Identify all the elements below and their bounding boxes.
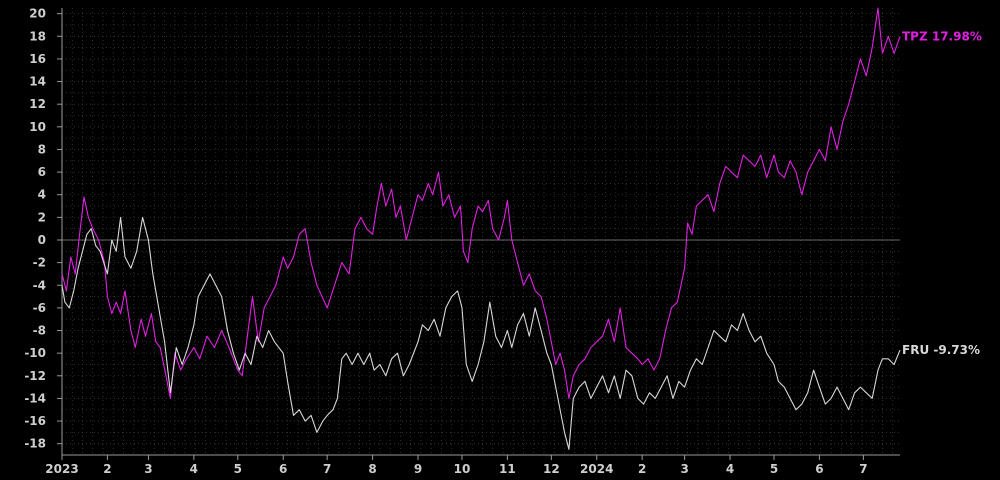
x-tick-label: 5	[234, 462, 242, 476]
x-tick-label: 2024	[580, 462, 613, 476]
series-layer	[61, 7, 901, 450]
x-tick-label: 3	[144, 462, 152, 476]
y-tick-label: 18	[29, 29, 46, 43]
x-tick-label: 2	[103, 462, 111, 476]
end-labels: TPZ 17.98% FRU -9.73%	[902, 30, 982, 358]
x-axis: 2023 2 3 4 5 6 7 8 9 10 11 12 2024 2 3 4 5 6 7	[45, 454, 900, 476]
y-tick-label: 6	[38, 165, 46, 179]
x-tick-label: 12	[543, 462, 560, 476]
y-tick-label: 0	[38, 233, 46, 247]
y-tick-label: -2	[33, 256, 46, 270]
series-line-fru	[61, 216, 901, 450]
y-tick-label: -4	[33, 278, 46, 292]
series-end-label-tpz: TPZ 17.98%	[902, 30, 982, 44]
x-tick-label: 8	[368, 462, 376, 476]
grid	[61, 8, 900, 456]
x-tick-label: 9	[414, 462, 422, 476]
x-tick-label: 5	[770, 462, 778, 476]
y-tick-label: 20	[29, 7, 46, 21]
x-tick-label: 6	[815, 462, 823, 476]
y-tick-label: 4	[38, 188, 46, 202]
x-tick-label: 7	[859, 462, 867, 476]
x-tick-label: 4	[726, 462, 734, 476]
y-tick-label: -16	[24, 414, 46, 428]
x-tick-label: 11	[499, 462, 516, 476]
y-tick-label: 16	[29, 52, 46, 66]
y-tick-label: -8	[33, 324, 46, 338]
y-tick-label: 2	[38, 210, 46, 224]
y-tick-label: 10	[29, 120, 46, 134]
x-tick-label: 4	[190, 462, 198, 476]
series-line-tpz	[61, 7, 901, 399]
x-tick-label: 7	[323, 462, 331, 476]
x-tick-label: 10	[454, 462, 471, 476]
y-tick-label: -12	[24, 369, 46, 383]
y-tick-label: -14	[24, 391, 46, 405]
x-tick-label: 2	[638, 462, 646, 476]
x-tick-label: 3	[680, 462, 688, 476]
y-tick-label: -6	[33, 301, 46, 315]
y-tick-label: -18	[24, 437, 46, 451]
x-tick-label: 2023	[45, 462, 78, 476]
y-tick-label: -10	[24, 346, 46, 360]
y-tick-label: 8	[38, 142, 46, 156]
y-tick-label: 14	[29, 75, 46, 89]
x-tick-label: 6	[279, 462, 287, 476]
series-end-label-fru: FRU -9.73%	[902, 343, 980, 357]
y-tick-label: 12	[29, 97, 46, 111]
